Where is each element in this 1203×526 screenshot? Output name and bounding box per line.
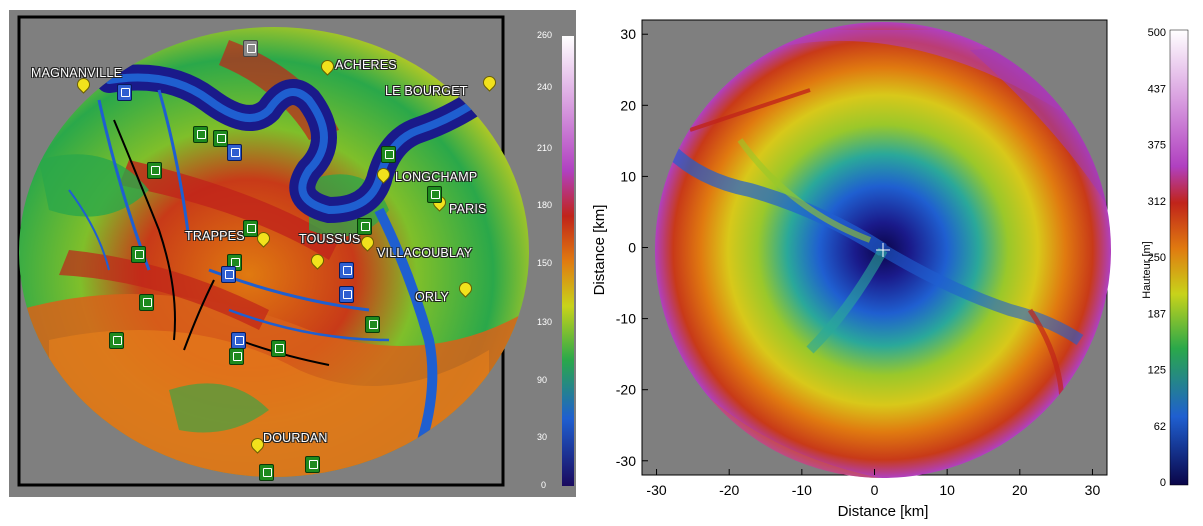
left-colorbar-tick: 260 [537,30,553,40]
tower-marker-icon [231,332,246,349]
y-tick-label: 10 [620,168,636,184]
y-tick-label: -10 [616,311,636,327]
tree-marker-icon [427,186,442,203]
place-label-longchamp: LONGCHAMP [395,170,478,184]
colorbar-tick-label: 0 [1160,477,1166,489]
left-colorbar [562,36,574,486]
place-label-paris: PARIS [449,202,487,216]
antenna-marker-icon [193,126,208,143]
left-colorbar-tick: 90 [537,375,548,385]
tower-marker-icon [221,266,236,283]
tree-marker-icon [381,146,396,163]
tree-marker-icon [229,348,244,365]
y-tick-label: -30 [616,453,636,469]
colorbar-tick-label: 250 [1148,252,1166,264]
x-tick-label: 20 [1012,482,1028,498]
y-tick-label: 20 [620,97,636,113]
place-label-toussus: TOUSSUS [299,232,361,246]
tower-marker-icon [227,144,242,161]
antenna-marker-icon [305,456,320,473]
radar-station-icon [117,84,132,101]
left-colorbar-tick: 210 [537,143,553,153]
colorbar-tick-label: 125 [1148,365,1166,377]
antenna-marker-icon [139,294,154,311]
colorbar-label: Hauteur [m] [1141,241,1153,298]
antenna-marker-icon [243,220,258,237]
y-axis-label: Distance [km] [591,205,608,296]
right-colorbar [1169,29,1189,486]
left-colorbar-tick: 0 [541,480,547,490]
boundary-line [183,279,215,351]
x-tick-label: 10 [939,482,955,498]
x-tick-label: 0 [871,482,879,498]
colorbar-tick-label: 187 [1148,308,1166,320]
y-axis: 30 20 10 0 -10 -20 -30 [616,26,648,469]
antenna-marker-icon [357,218,372,235]
y-tick-label: 0 [628,240,636,256]
place-label-trappes: TRAPPES [185,229,245,243]
tower-marker-icon [339,286,354,303]
place-label-magnanville: MAGNANVILLE [31,66,123,80]
right-colorbar-ticks: 500 437 375 312 250 187 125 62 0 [1148,27,1166,489]
tree-marker-icon [259,464,274,481]
x-tick-label: -30 [646,482,666,498]
place-label-le-bourget: LE BOURGET [385,84,468,98]
colorbar-tick-label: 62 [1154,421,1166,433]
colorbar-tick-label: 500 [1148,27,1166,39]
x-tick-label: -20 [719,482,739,498]
place-label-villacoublay: VILLACOUBLAY [377,246,473,260]
left-elevation-map [17,15,574,487]
x-axis-label: Distance [km] [838,503,929,520]
left-colorbar-tick: 240 [537,82,553,92]
left-colorbar-tick: 30 [537,432,548,442]
left-colorbar-tick: 130 [537,317,553,327]
y-tick-label: -20 [616,382,636,398]
colorbar-tick-label: 437 [1148,83,1166,95]
x-axis: -30 -20 -10 0 10 20 30 [646,469,1100,498]
place-label-acheres: ACHERES [335,58,397,72]
colorbar-tick-label: 312 [1148,196,1166,208]
antenna-marker-icon [365,316,380,333]
place-label-dourdan: DOURDAN [263,431,328,445]
left-elevation-map-panel: 260 240 210 180 150 130 90 30 0 MAGNANVI… [9,10,576,497]
antenna-marker-icon [213,130,228,147]
antenna-marker-icon [131,246,146,263]
x-tick-label: -10 [792,482,812,498]
colorbar-tick-label: 375 [1148,140,1166,152]
tower-marker-icon [339,262,354,279]
antenna-marker-icon [271,340,286,357]
boundary-line [113,119,176,341]
right-radar-height-plot: 30 20 10 0 -10 -20 -30 -30 -20 -10 0 10 20 30 Distan… [591,19,1189,520]
place-label-orly: ORLY [415,290,449,304]
left-colorbar-tick: 180 [537,200,553,210]
antenna-marker-icon [109,332,124,349]
x-tick-label: 30 [1085,482,1101,498]
y-tick-label: 30 [620,26,636,42]
antenna-marker-icon [243,40,258,57]
left-colorbar-tick: 150 [537,258,553,268]
antenna-marker-icon [147,162,162,179]
